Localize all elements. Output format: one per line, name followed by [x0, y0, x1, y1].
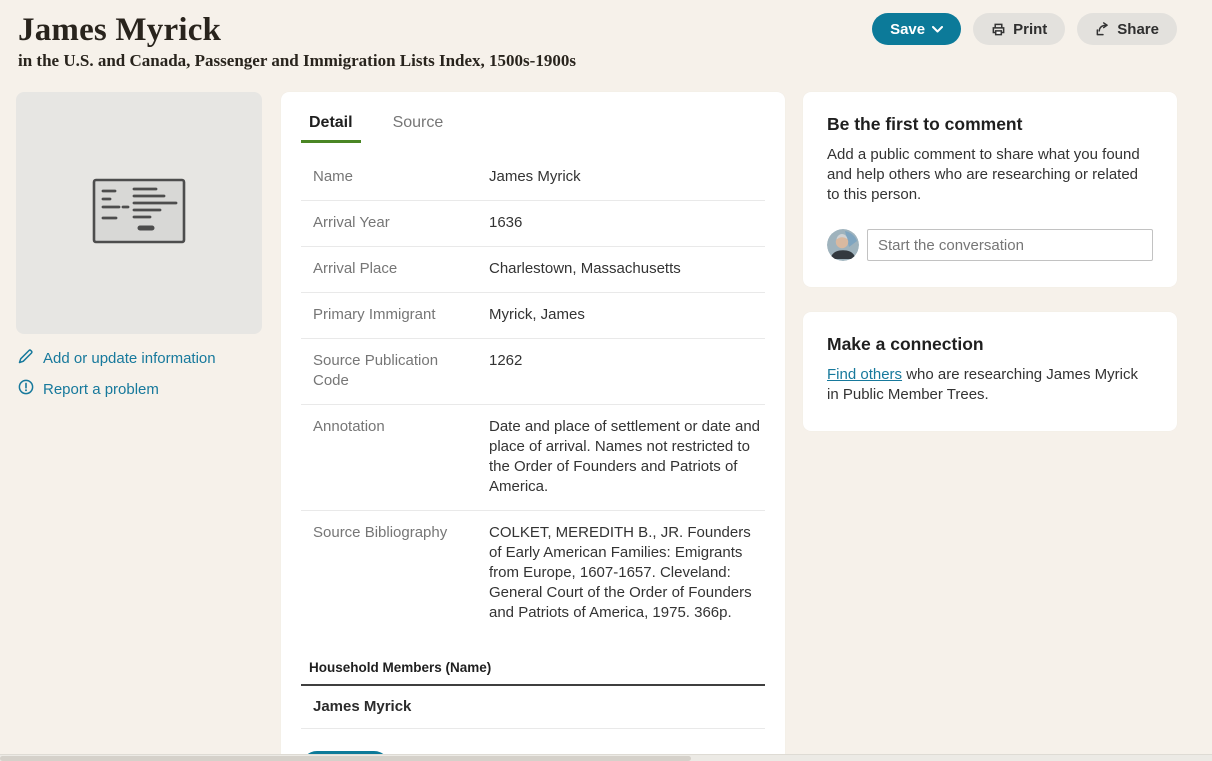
avatar	[827, 229, 859, 261]
printer-icon	[991, 22, 1006, 37]
field-label: Arrival Year	[313, 214, 390, 231]
horizontal-scrollbar[interactable]	[0, 754, 1212, 761]
page-title: James Myrick	[18, 12, 222, 48]
record-document-icon	[90, 176, 188, 251]
tab-detail[interactable]: Detail	[301, 110, 361, 143]
find-others-link[interactable]: Find others	[827, 366, 903, 383]
print-button-label: Print	[1013, 20, 1048, 38]
connection-body-text: who are researching James Myrick in Publ…	[827, 366, 1138, 403]
report-problem-link[interactable]: Report a problem	[18, 379, 262, 399]
comments-card: Be the first to comment Add a public com…	[803, 92, 1177, 287]
page-header: James Myrick in the U.S. and Canada, Pas…	[0, 0, 1212, 71]
field-row-source-bibliography: Source Bibliography COLKET, MEREDITH B.,…	[301, 511, 765, 636]
field-value: Charlestown, Massachusetts	[489, 260, 681, 277]
connection-title: Make a connection	[827, 334, 984, 354]
field-value: COLKET, MEREDITH B., JR. Founders of Ear…	[489, 524, 752, 621]
comments-title: Be the first to comment	[827, 114, 1023, 134]
print-button[interactable]: Print	[973, 13, 1066, 45]
field-value: 1262	[489, 352, 523, 369]
comment-input-row	[827, 229, 1153, 261]
field-label: Name	[313, 168, 354, 185]
field-label: Source Publication Code	[313, 352, 439, 389]
share-button-label: Share	[1117, 20, 1159, 38]
field-label: Source Bibliography	[313, 524, 448, 541]
field-row-arrival-place: Arrival Place Charlestown, Massachusetts	[301, 247, 765, 293]
field-value: Myrick, James	[489, 306, 585, 323]
connection-card: Make a connection Find others who are re…	[803, 312, 1177, 431]
household-members-header: Household Members (Name)	[301, 660, 765, 686]
field-value: Date and place of settlement or date and…	[489, 418, 761, 495]
add-update-info-link[interactable]: Add or update information	[18, 348, 262, 368]
record-fields: Name James Myrick Arrival Year 1636 Arri…	[301, 155, 765, 636]
save-button[interactable]: Save	[872, 13, 962, 45]
add-update-info-label: Add or update information	[43, 349, 216, 367]
field-label: Primary Immigrant	[313, 306, 436, 323]
horizontal-scrollbar-thumb[interactable]	[0, 756, 691, 761]
field-label: Annotation	[313, 418, 385, 435]
side-column: Be the first to comment Add a public com…	[803, 92, 1177, 431]
page-subtitle: in the U.S. and Canada, Passenger and Im…	[18, 51, 576, 70]
record-image-placeholder[interactable]	[16, 92, 262, 334]
alert-circle-icon	[18, 379, 34, 399]
household-member-row: James Myrick	[301, 686, 765, 729]
content: Add or update information Report a probl…	[0, 92, 1212, 761]
report-problem-label: Report a problem	[43, 380, 159, 398]
comment-input[interactable]	[867, 229, 1153, 261]
field-label: Arrival Place	[313, 260, 398, 277]
share-button[interactable]: Share	[1077, 13, 1177, 45]
toolbar: Save Print Share	[872, 13, 1177, 45]
share-arrow-icon	[1095, 21, 1110, 37]
comments-body: Add a public comment to share what you f…	[827, 146, 1140, 203]
field-row-source-publication-code: Source Publication Code 1262	[301, 339, 765, 405]
field-row-arrival-year: Arrival Year 1636	[301, 201, 765, 247]
record-panel-column: Detail Source Name James Myrick Arrival …	[281, 92, 785, 761]
chevron-down-icon	[932, 25, 944, 33]
connection-body: Find others who are researching James My…	[827, 365, 1153, 405]
record-tabs: Detail Source	[301, 110, 765, 143]
tab-source[interactable]: Source	[392, 114, 444, 131]
pencil-icon	[18, 348, 34, 368]
field-row-primary-immigrant: Primary Immigrant Myrick, James	[301, 293, 765, 339]
field-row-name: Name James Myrick	[301, 155, 765, 201]
household-members-section: Household Members (Name) James Myrick	[301, 660, 765, 729]
field-value: James Myrick	[489, 168, 581, 185]
record-panel: Detail Source Name James Myrick Arrival …	[281, 92, 785, 761]
media-column: Add or update information Report a probl…	[16, 92, 262, 399]
field-value: 1636	[489, 214, 523, 231]
field-row-annotation: Annotation Date and place of settlement …	[301, 405, 765, 511]
save-button-label: Save	[890, 20, 926, 38]
